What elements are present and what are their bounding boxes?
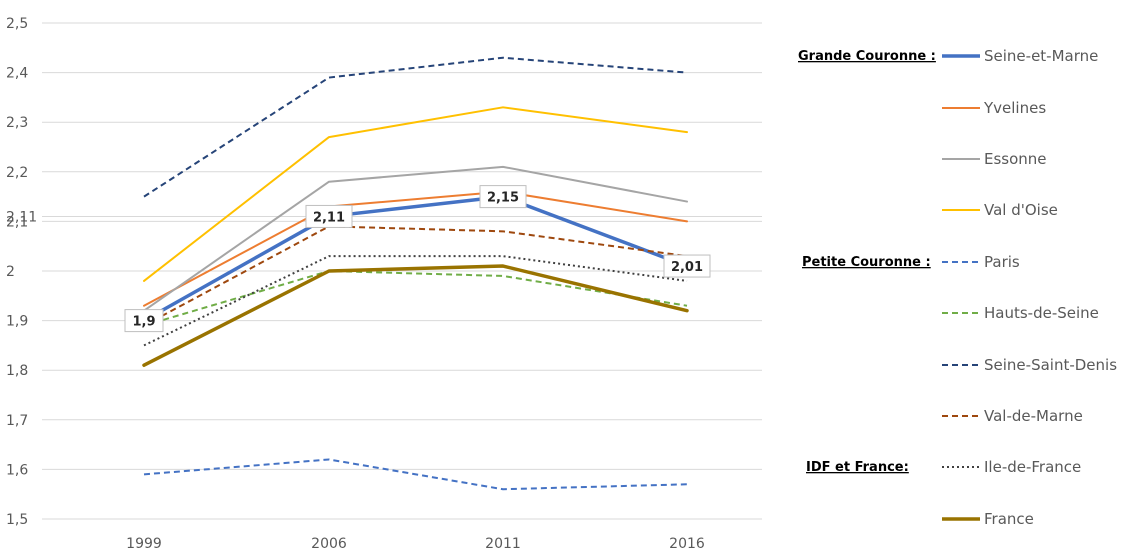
y-tick-label: 2,3 <box>6 115 28 131</box>
x-tick-label: 2016 <box>669 536 705 552</box>
legend-label-paris: Paris <box>984 253 1020 271</box>
data-label-box <box>124 309 164 333</box>
x-tick-label: 1999 <box>126 536 162 552</box>
x-tick-label: 2006 <box>311 536 347 552</box>
data-label-box <box>305 204 353 228</box>
y-tick-label: 2,4 <box>6 66 28 82</box>
legend-label-essonne: Essonne <box>984 150 1047 168</box>
legend-label-yvelines: Yvelines <box>983 99 1046 117</box>
legend-group-label: Grande Couronne : <box>798 49 936 64</box>
legend-label-france: France <box>984 510 1034 528</box>
legend-group-label: IDF et France: <box>806 460 909 475</box>
series-line-essonne <box>143 165 688 312</box>
y-tick-label: 2,5 <box>6 16 28 32</box>
data-label-box <box>479 185 527 209</box>
series-line-yvelines <box>143 190 688 307</box>
data-label-layer: 1,9 2,11 2,15 2,01 <box>124 185 711 333</box>
x-tick-label: 2011 <box>485 536 521 552</box>
legend-group-label: Petite Couronne : <box>802 255 931 270</box>
series-layer <box>142 56 689 491</box>
y-axis: 1,5 1,6 1,7 1,8 1,9 2 2,12,11 2,2 2,3 2,4 2,5 <box>6 16 37 528</box>
series-line-paris <box>143 458 688 491</box>
data-label-text: 1,9 <box>132 315 155 330</box>
y-tick-label: 2,2 <box>6 165 28 181</box>
data-label-text: 2,01 <box>671 260 703 275</box>
series-line-seine-et-marne <box>142 194 689 323</box>
y-tick-label: 2,11 <box>6 209 37 225</box>
y-tick-label: 1,6 <box>6 462 28 478</box>
series-line-val-d-oise <box>143 106 688 282</box>
y-tick-label: 2 <box>6 264 15 280</box>
legend-label-seine-saint-denis: Seine-Saint-Denis <box>984 356 1117 374</box>
grid-layer <box>42 22 762 520</box>
legend-label-val-de-marne: Val-de-Marne <box>984 407 1083 425</box>
data-label-text: 2,15 <box>487 191 519 206</box>
data-label: 1,9 <box>124 309 164 333</box>
series-line-seine-saint-denis <box>143 56 688 198</box>
y-tick-label: 2,1 <box>6 214 28 230</box>
data-label: 2,15 <box>479 185 527 209</box>
y-tick-label: 1,8 <box>6 363 28 379</box>
y-tick-label: 1,7 <box>6 413 28 429</box>
y-tick-label: 1,5 <box>6 512 28 528</box>
data-label-box <box>663 254 711 278</box>
legend-label-ile-de-france: Ile-de-France <box>984 458 1081 476</box>
legend-label-seine-et-marne: Seine-et-Marne <box>984 47 1098 65</box>
data-label: 2,11 <box>305 204 353 228</box>
legend-label-hauts-de-seine: Hauts-de-Seine <box>984 304 1099 322</box>
series-line-france <box>142 264 689 367</box>
data-label: 2,01 <box>663 254 711 278</box>
y-tick-label: 1,9 <box>6 314 28 330</box>
data-label-text: 2,11 <box>313 210 345 225</box>
legend-label-val-d-oise: Val d'Oise <box>984 201 1058 219</box>
series-line-val-de-marne <box>143 225 688 327</box>
legend: Grande Couronne : Seine-et-Marne Yvelines E… <box>798 47 1117 528</box>
series-line-hauts-de-seine <box>143 270 688 327</box>
x-axis: 1999 2006 2011 2016 <box>126 536 705 552</box>
